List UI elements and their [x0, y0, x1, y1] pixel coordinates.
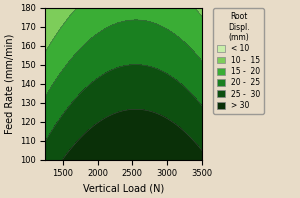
Legend: < 10, 10 -  15, 15 -  20, 20 -  25, 25 -  30, > 30: < 10, 10 - 15, 15 - 20, 20 - 25, 25 - 30…	[213, 9, 264, 114]
Y-axis label: Feed Rate (mm/min): Feed Rate (mm/min)	[4, 33, 14, 134]
X-axis label: Vertical Load (N): Vertical Load (N)	[83, 184, 164, 194]
